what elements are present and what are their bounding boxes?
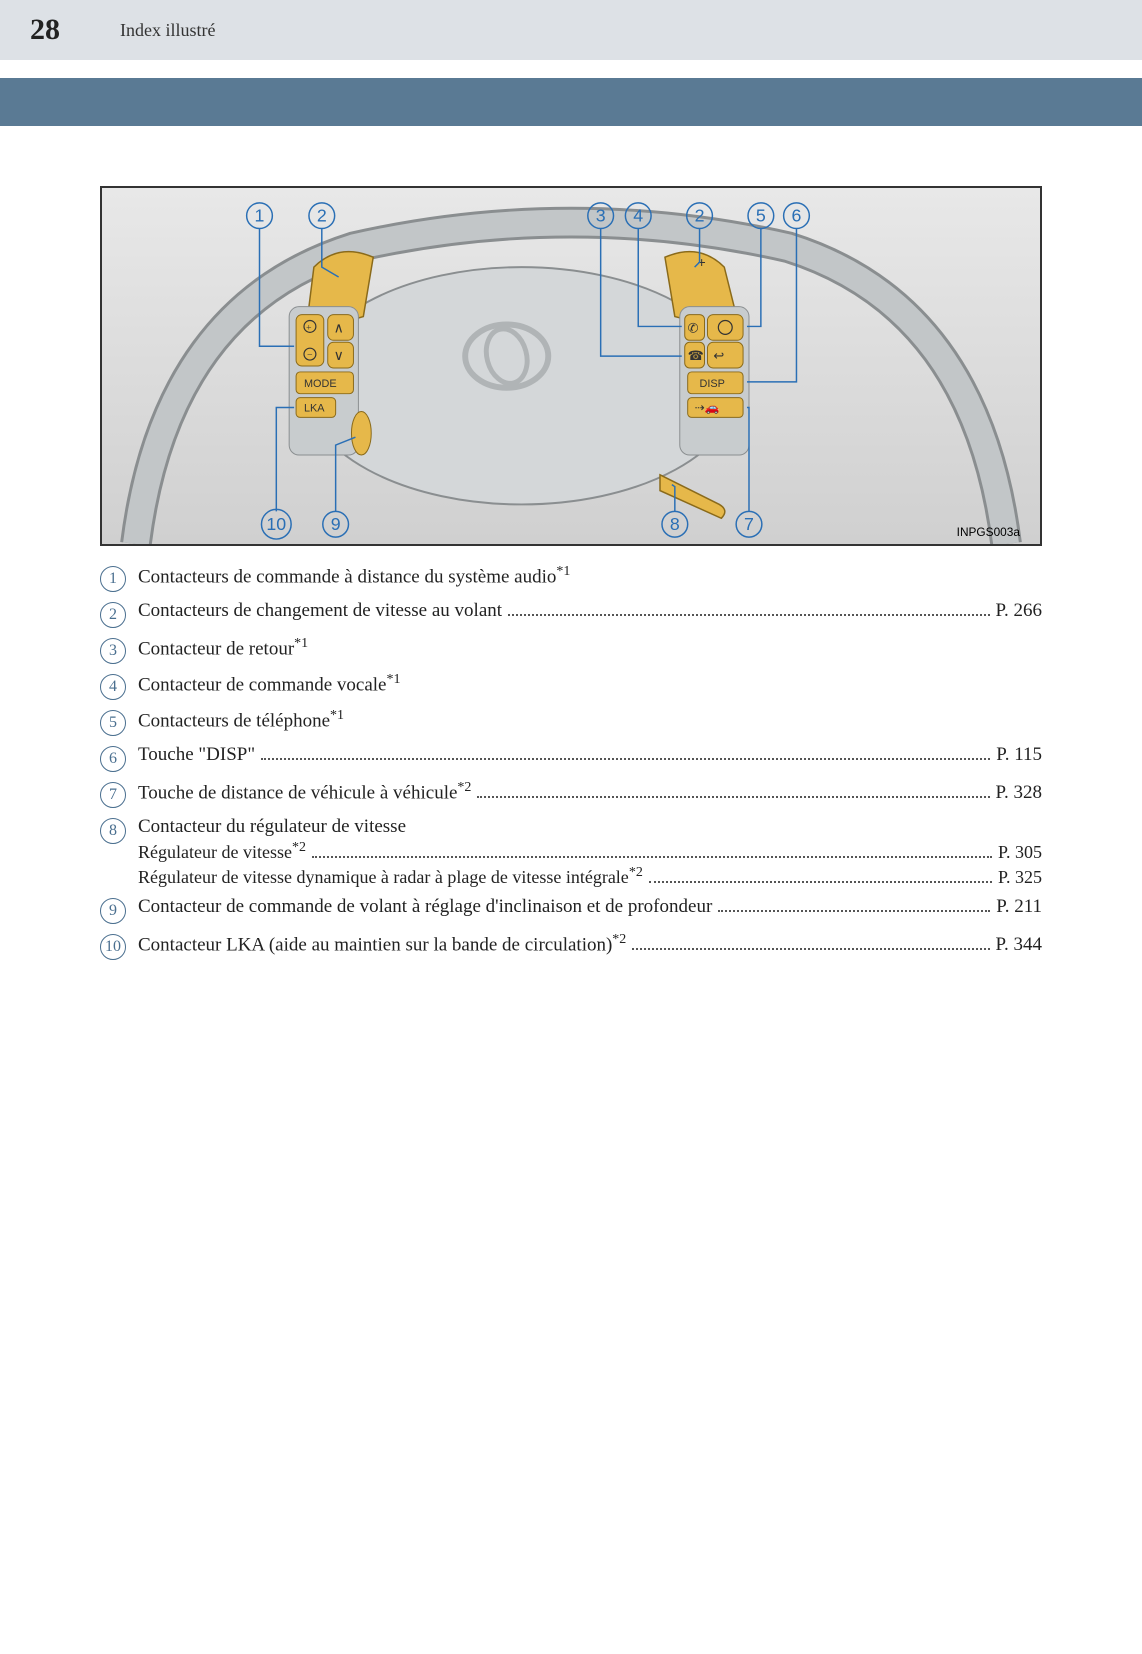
legend-item-8: 8 Contacteur du régulateur de vitesseRégu… [100, 816, 1042, 888]
legend-label: Contacteur de retour*1 [138, 636, 308, 660]
legend-item-3: 3 Contacteur de retour*1 [100, 636, 1042, 664]
svg-text:2: 2 [695, 206, 705, 226]
legend-item-2: 2 Contacteurs de changement de vitesse au… [100, 600, 1042, 628]
legend-item-9: 9 Contacteur de commande de volant à régl… [100, 896, 1042, 924]
svg-text:✆: ✆ [688, 321, 699, 335]
svg-text:MODE: MODE [304, 378, 337, 390]
svg-text:∨: ∨ [334, 348, 344, 363]
svg-text:−: − [307, 350, 313, 361]
legend-text: Contacteurs de téléphone*1 [138, 708, 1042, 732]
legend-list: 1 Contacteurs de commande à distance du s… [100, 564, 1042, 960]
legend-num-badge: 6 [100, 746, 126, 772]
legend-label: Contacteurs de changement de vitesse au … [138, 600, 502, 622]
legend-label: Touche "DISP" [138, 744, 255, 766]
legend-label: Contacteurs de téléphone*1 [138, 708, 344, 732]
section-title: Index illustré [120, 20, 215, 41]
steering-wheel-illustration: + + − ∧ ∨ MODE LKA ↩ ✆ [100, 186, 1042, 546]
legend-label: Contacteur de commande vocale*1 [138, 672, 400, 696]
legend-text: Contacteur LKA (aide au maintien sur la … [138, 932, 1042, 956]
legend-page-ref: P. 211 [996, 896, 1042, 918]
legend-num-badge: 9 [100, 898, 126, 924]
svg-text:☎: ☎ [688, 349, 704, 363]
legend-item-4: 4 Contacteur de commande vocale*1 [100, 672, 1042, 700]
page-number: 28 [30, 13, 60, 47]
legend-text: Contacteur du régulateur de vitesseRégul… [138, 816, 1042, 888]
page-header: 28 Index illustré [0, 0, 1142, 60]
legend-page-ref: P. 344 [996, 934, 1042, 956]
legend-num-badge: 4 [100, 674, 126, 700]
svg-text:4: 4 [633, 206, 643, 226]
legend-num-badge: 7 [100, 782, 126, 808]
legend-num-badge: 3 [100, 638, 126, 664]
svg-text:+: + [306, 322, 312, 333]
legend-item-1: 1 Contacteurs de commande à distance du s… [100, 564, 1042, 592]
blue-band [0, 78, 1142, 126]
legend-item-7: 7 Touche de distance de véhicule à véhicu… [100, 780, 1042, 808]
legend-num-badge: 10 [100, 934, 126, 960]
illustration-svg: + + − ∧ ∨ MODE LKA ↩ ✆ [102, 188, 1040, 544]
legend-item-6: 6 Touche "DISP" P. 115 [100, 744, 1042, 772]
content-area: + + − ∧ ∨ MODE LKA ↩ ✆ [0, 126, 1142, 1008]
legend-text: Contacteur de commande de volant à régla… [138, 896, 1042, 918]
svg-text:10: 10 [266, 514, 286, 534]
legend-item-5: 5 Contacteurs de téléphone*1 [100, 708, 1042, 736]
legend-label: Contacteurs de commande à distance du sy… [138, 564, 570, 588]
legend-label: Contacteur de commande de volant à régla… [138, 896, 712, 918]
svg-text:⇢🚗: ⇢🚗 [695, 400, 720, 414]
svg-text:∧: ∧ [334, 320, 344, 335]
svg-text:LKA: LKA [304, 402, 325, 414]
legend-label: Contacteur du régulateur de vitesse [138, 816, 406, 838]
svg-text:9: 9 [331, 514, 341, 534]
legend-text: Contacteurs de changement de vitesse au … [138, 600, 1042, 622]
legend-num-badge: 8 [100, 818, 126, 844]
svg-text:6: 6 [792, 206, 802, 226]
svg-text:↩: ↩ [713, 349, 724, 363]
svg-text:DISP: DISP [700, 378, 725, 390]
legend-text: Contacteur de commande vocale*1 [138, 672, 1042, 696]
legend-text: Contacteur de retour*1 [138, 636, 1042, 660]
legend-page-ref: P. 115 [996, 744, 1042, 766]
svg-text:1: 1 [255, 206, 265, 226]
svg-text:5: 5 [756, 206, 766, 226]
legend-text: Touche "DISP" P. 115 [138, 744, 1042, 766]
svg-text:2: 2 [317, 206, 327, 226]
svg-text:8: 8 [670, 514, 680, 534]
legend-label: Touche de distance de véhicule à véhicul… [138, 780, 471, 804]
legend-page-ref: P. 266 [996, 600, 1042, 622]
svg-text:3: 3 [596, 206, 606, 226]
legend-num-badge: 2 [100, 602, 126, 628]
legend-label: Contacteur LKA (aide au maintien sur la … [138, 932, 626, 956]
figure-code-label: INPGS003a [957, 525, 1021, 539]
legend-num-badge: 1 [100, 566, 126, 592]
legend-text: Contacteurs de commande à distance du sy… [138, 564, 1042, 588]
legend-num-badge: 5 [100, 710, 126, 736]
legend-item-10: 10 Contacteur LKA (aide au maintien sur l… [100, 932, 1042, 960]
svg-text:7: 7 [744, 514, 754, 534]
legend-text: Touche de distance de véhicule à véhicul… [138, 780, 1042, 804]
legend-page-ref: P. 328 [996, 782, 1042, 804]
